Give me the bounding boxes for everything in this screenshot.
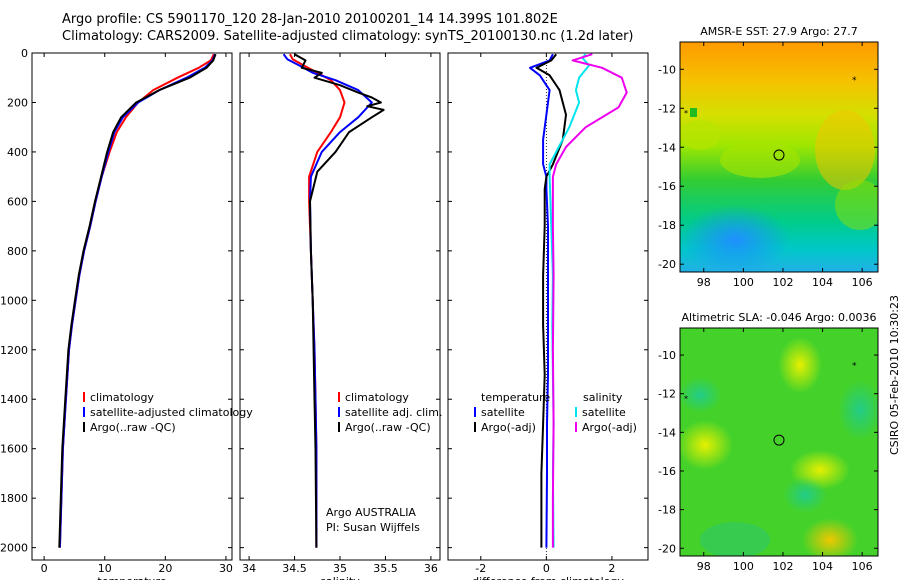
sst-xtick-label: 106 (852, 276, 873, 289)
sst-island-mark: * (852, 76, 857, 86)
credit-text: CSIRO 05-Feb-2010 10:30:23 (888, 294, 900, 455)
temp-series-2 (58, 53, 217, 548)
sla-xtick-label: 102 (772, 560, 793, 573)
chart-title-line2: Climatology: CARS2009. Satellite-adjuste… (62, 29, 634, 44)
diff-series-2 (548, 53, 590, 548)
sal-xtick-label: 34.5 (282, 562, 307, 575)
sla-island-mark: * (852, 362, 857, 372)
sst-ytick-label: -14 (658, 141, 676, 154)
diff-legend-label: satellite (481, 406, 525, 419)
sal-xtick-label: 36 (424, 562, 438, 575)
sst-ytick-label: -12 (658, 102, 676, 115)
chart-title-line1: Argo profile: CS 5901170_120 28-Jan-2010… (62, 12, 558, 27)
temp-xtick-label: 0 (41, 562, 48, 575)
sst-ytick-label: -10 (658, 63, 676, 76)
diff-legend-label: satellite (582, 406, 626, 419)
sla-ytick-label: -18 (658, 504, 676, 517)
diff-axes-box (447, 52, 649, 561)
temp-ytick-label: 0 (21, 47, 28, 60)
sla-argo-marker (773, 434, 785, 446)
sla-xtick-label: 104 (812, 560, 833, 573)
sst-ytick-label: -18 (658, 219, 676, 232)
sal-series-2 (294, 53, 385, 548)
diff-legend-label: Argo(-adj) (481, 421, 536, 434)
sla-field (680, 328, 878, 556)
sst-map-title: AMSR-E SST: 27.9 Argo: 27.7 (700, 25, 858, 38)
sal-axes-box (239, 52, 441, 561)
sal-legend-label: climatology (345, 391, 409, 404)
sal-xlabel: salinity (320, 575, 360, 580)
temp-ytick-label: 1400 (0, 393, 28, 406)
temp-legend-label: satellite-adjusted climatology (90, 406, 253, 419)
temp-ytick-label: 1000 (0, 294, 28, 307)
sla-xtick-label: 106 (852, 560, 873, 573)
sst-ytick-label: -20 (658, 258, 676, 271)
diff-xtick-label: 2 (608, 562, 615, 575)
sla-map-box (679, 327, 879, 557)
temp-legend-label: climatology (90, 391, 154, 404)
temp-ytick-label: 800 (7, 245, 28, 258)
sla-island-mark: * (684, 395, 688, 404)
temp-ytick-label: 1600 (0, 443, 28, 456)
sal-series-1 (282, 53, 373, 548)
temp-xlabel: temperature (97, 575, 166, 580)
sal-annotation: Argo AUSTRALIA (326, 506, 416, 519)
sla-map-title: Altimetric SLA: -0.046 Argo: 0.0036 (682, 311, 877, 324)
diff-legend-header: temperature (481, 391, 550, 404)
sal-xtick-label: 35 (333, 562, 347, 575)
temp-ytick-label: 1800 (0, 492, 28, 505)
diff-xtick-label: 0 (543, 562, 550, 575)
temp-series-1 (58, 53, 216, 548)
sst-xtick-label: 100 (733, 276, 754, 289)
sla-xtick-label: 98 (697, 560, 711, 573)
temp-xtick-label: 20 (158, 562, 172, 575)
temp-ytick-label: 2000 (0, 542, 28, 555)
sla-ytick-label: -14 (658, 426, 676, 439)
temp-axes-box (31, 52, 233, 561)
temp-ytick-label: 400 (7, 146, 28, 159)
diff-series-3 (551, 53, 628, 548)
sst-field (680, 42, 878, 272)
sal-annotation: PI: Susan Wijffels (326, 521, 420, 534)
sla-xtick-label: 100 (733, 560, 754, 573)
temp-xtick-label: 10 (98, 562, 112, 575)
sal-xtick-label: 34 (242, 562, 256, 575)
sst-map-box (679, 41, 879, 273)
sal-legend-label: satellite adj. clim. (345, 406, 442, 419)
diff-series-1 (535, 53, 567, 548)
diff-legend-label: Argo(-adj) (582, 421, 637, 434)
diff-xtick-label: -2 (475, 562, 486, 575)
temp-legend-label: Argo(..raw -QC) (90, 421, 176, 434)
diff-xlabel: difference from climatology (472, 575, 624, 580)
temp-ytick-label: 600 (7, 195, 28, 208)
sal-legend-label: Argo(..raw -QC) (345, 421, 431, 434)
sla-ytick-label: -20 (658, 542, 676, 555)
temp-ytick-label: 1200 (0, 344, 28, 357)
sst-argo-marker (773, 149, 785, 161)
sst-xtick-label: 98 (697, 276, 711, 289)
sal-xtick-label: 35.5 (373, 562, 398, 575)
sla-ytick-label: -12 (658, 388, 676, 401)
temp-ytick-label: 200 (7, 96, 28, 109)
sst-xtick-label: 104 (812, 276, 833, 289)
temp-xtick-label: 30 (219, 562, 233, 575)
diff-legend-header: salinity (583, 391, 623, 404)
sla-ytick-label: -10 (658, 349, 676, 362)
temp-series-0 (58, 53, 215, 548)
sla-ytick-label: -16 (658, 465, 676, 478)
sst-island-mark: * (684, 109, 688, 118)
sst-ytick-label: -16 (658, 180, 676, 193)
sst-xtick-label: 102 (772, 276, 793, 289)
